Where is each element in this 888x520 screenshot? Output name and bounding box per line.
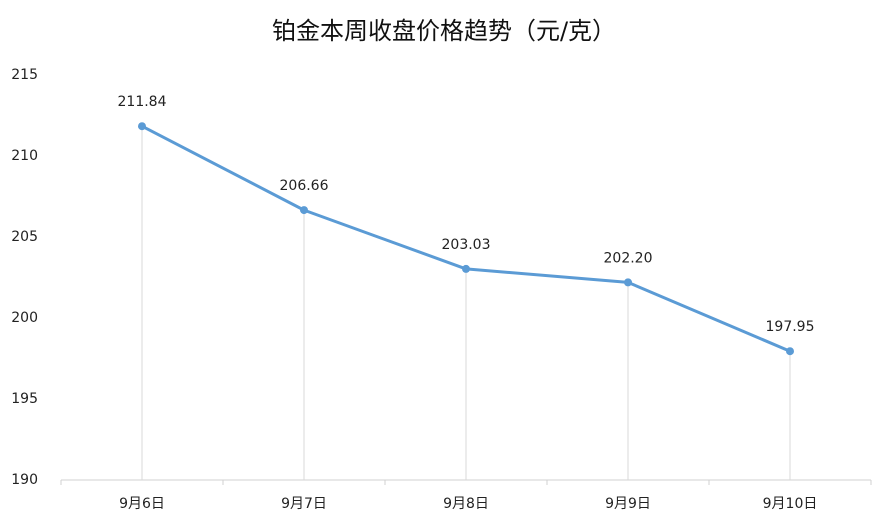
x-tick-label: 9月10日 bbox=[763, 496, 818, 512]
data-label: 197.95 bbox=[766, 319, 815, 335]
y-tick-label: 195 bbox=[11, 391, 38, 407]
data-label: 206.66 bbox=[280, 178, 329, 194]
y-tick-label: 200 bbox=[11, 310, 38, 326]
y-tick-label: 205 bbox=[11, 229, 38, 245]
x-tick-label: 9月7日 bbox=[281, 496, 327, 512]
y-tick-label: 210 bbox=[11, 148, 38, 164]
x-tick-label: 9月9日 bbox=[605, 496, 651, 512]
data-point bbox=[138, 122, 146, 131]
data-point bbox=[300, 206, 308, 215]
data-point bbox=[462, 264, 470, 273]
chart-title: 铂金本周收盘价格趋势（元/克） bbox=[272, 17, 616, 45]
data-label: 203.03 bbox=[442, 237, 491, 253]
x-tick-label: 9月6日 bbox=[119, 496, 165, 512]
y-tick-label: 190 bbox=[11, 472, 38, 488]
x-tick-label: 9月8日 bbox=[443, 496, 489, 512]
y-tick-label: 215 bbox=[11, 67, 38, 83]
data-point bbox=[624, 278, 632, 287]
data-label: 211.84 bbox=[118, 94, 167, 110]
data-label: 202.20 bbox=[604, 250, 653, 266]
data-point bbox=[786, 347, 794, 356]
